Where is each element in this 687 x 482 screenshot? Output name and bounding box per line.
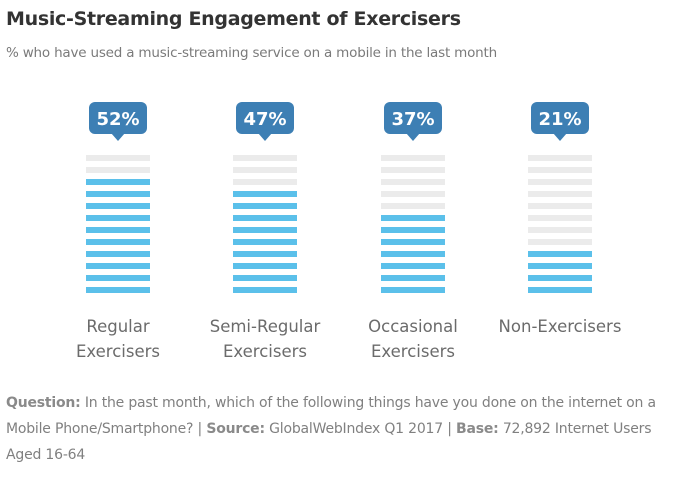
value-bubble <box>236 102 294 134</box>
category-label: Semi-Regular Exercisers <box>209 317 321 361</box>
separator: | <box>447 421 452 437</box>
value-bubble <box>531 102 589 134</box>
chart-subtitle: % who have used a music-streaming servic… <box>6 45 497 61</box>
category-label: Non-Exercisers <box>498 317 622 336</box>
bubble-pointer <box>111 133 125 141</box>
value-bubble <box>89 102 147 134</box>
bar <box>86 174 150 299</box>
value-label: 37% <box>391 109 434 130</box>
value-label: 47% <box>243 109 286 130</box>
footer: Question: In the past month, which of th… <box>6 390 686 468</box>
bar <box>233 186 297 299</box>
bar <box>528 248 592 299</box>
chart-title: Music-Streaming Engagement of Exercisers <box>6 8 461 30</box>
value-bubble <box>384 102 442 134</box>
base: 72,892 Internet Users Aged 16-64 <box>6 421 652 463</box>
bubble-pointer <box>406 133 420 141</box>
source: GlobalWebIndex Q1 2017 <box>269 421 443 437</box>
source-label: Source: <box>206 421 265 437</box>
value-label: 21% <box>538 109 581 130</box>
category-label: Regular Exercisers <box>75 317 161 361</box>
base-label: Base: <box>456 421 499 437</box>
bar <box>381 210 445 299</box>
separator: | <box>197 421 203 437</box>
bubble-pointer <box>553 133 567 141</box>
question-label: Question: <box>6 395 81 411</box>
value-label: 52% <box>96 109 139 130</box>
question: In the past month, which of the followin… <box>6 395 656 437</box>
category-label: Occasional Exercisers <box>368 317 458 361</box>
bubble-pointer <box>258 133 272 141</box>
